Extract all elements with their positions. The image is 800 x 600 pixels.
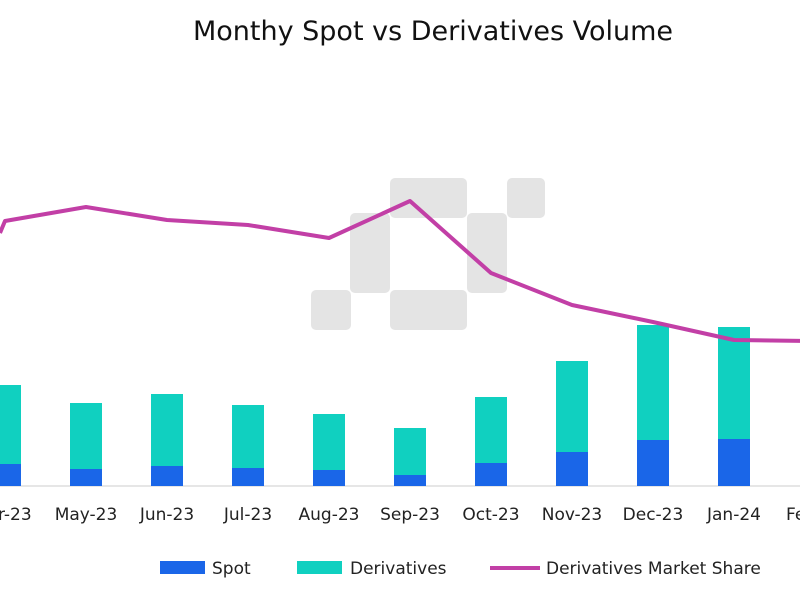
bar-derivatives-Oct-23 [475, 397, 507, 463]
bar-derivatives-Nov-23 [556, 361, 588, 452]
x-tick-label: Jan-24 [706, 505, 761, 525]
legend-label-spot: Spot [212, 559, 251, 579]
watermark-block [467, 213, 507, 293]
watermark-logo [311, 178, 545, 330]
line-layer [0, 199, 800, 343]
bar-derivatives-Jun-23 [151, 394, 183, 466]
bar-derivatives-Jul-23 [232, 405, 264, 468]
x-tick-label: May-23 [55, 505, 118, 525]
bar-derivatives-Apr-23 [0, 385, 21, 464]
bar-spot-May-23 [70, 469, 102, 486]
x-ticks: r-23 May-23 Jun-23 Jul-23 Aug-23 Sep-23 Oct-23… [0, 505, 800, 525]
bar-derivatives-Aug-23 [313, 414, 345, 470]
watermark-block [507, 178, 545, 218]
bar-derivatives-Dec-23 [637, 325, 669, 440]
watermark-block [390, 178, 467, 218]
bar-derivatives-Sep-23 [394, 428, 426, 475]
legend-swatch-derivatives [297, 561, 342, 574]
bar-spot-Sep-23 [394, 475, 426, 486]
x-tick-label: Sep-23 [380, 505, 440, 525]
bar-spot-Jul-23 [232, 468, 264, 486]
bar-spot-Dec-23 [637, 440, 669, 486]
chart-title: Monthy Spot vs Derivatives Volume [192, 16, 674, 47]
watermark-block [311, 290, 351, 330]
x-tick-label: r-23 [0, 505, 32, 525]
legend-swatch-spot [160, 561, 205, 574]
watermark-block [390, 290, 467, 330]
x-tick-label: Aug-23 [299, 505, 360, 525]
x-tick-label: Jun-23 [139, 505, 194, 525]
x-tick-label: Fe [786, 505, 800, 525]
bar-spot-Jan-24 [718, 439, 750, 486]
bar-spot-Aug-23 [313, 470, 345, 486]
legend: Spot Derivatives Derivatives Market Shar… [160, 559, 761, 579]
bar-spot-Jun-23 [151, 466, 183, 486]
bar-spot-Apr-23 [0, 464, 21, 486]
watermark-block [350, 213, 390, 293]
x-tick-label: Jul-23 [223, 505, 272, 525]
bar-spot-Oct-23 [475, 463, 507, 486]
line-derivatives-market-share [0, 199, 800, 343]
x-tick-label: Dec-23 [623, 505, 684, 525]
bars [0, 325, 750, 486]
bar-derivatives-May-23 [70, 403, 102, 469]
x-tick-label: Oct-23 [462, 505, 519, 525]
legend-label-market-share: Derivatives Market Share [546, 559, 761, 579]
x-tick-label: Nov-23 [542, 505, 603, 525]
bar-spot-Nov-23 [556, 452, 588, 486]
legend-label-derivatives: Derivatives [350, 559, 447, 579]
bar-derivatives-Jan-24 [718, 327, 750, 439]
